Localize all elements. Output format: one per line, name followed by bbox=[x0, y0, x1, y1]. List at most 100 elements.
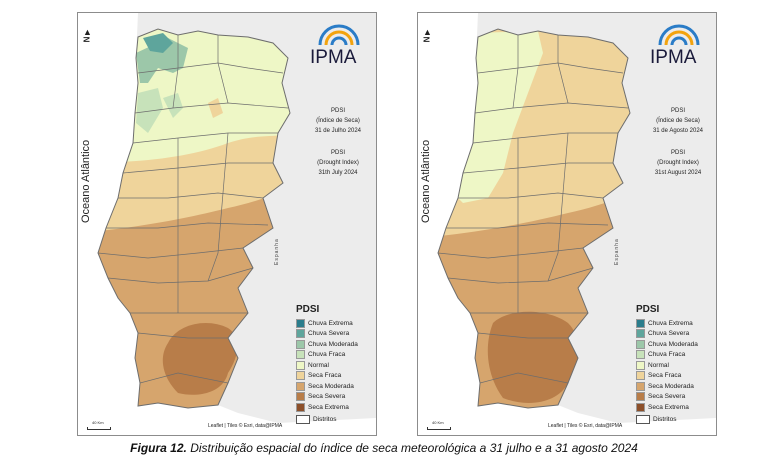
legend-label: Normal bbox=[308, 361, 329, 369]
portugal-map-august bbox=[418, 13, 716, 435]
ipma-logo: IPMA bbox=[650, 21, 708, 71]
info-line: 31st August 2024 bbox=[654, 170, 702, 176]
legend-swatch bbox=[636, 329, 645, 339]
legend-title: PDSI bbox=[636, 304, 660, 315]
legend-item: Chuva Fraca bbox=[636, 350, 712, 361]
legend-item-distritos: Distritos bbox=[636, 415, 712, 426]
legend-swatch bbox=[636, 392, 645, 402]
legend-label: Distritos bbox=[313, 416, 337, 424]
scale-bar bbox=[87, 427, 111, 430]
legend-label: Chuva Extrema bbox=[648, 319, 693, 327]
legend-item: Chuva Moderada bbox=[636, 339, 712, 350]
legend-item: Seca Fraca bbox=[636, 371, 712, 382]
legend-swatch bbox=[296, 371, 305, 381]
legend-swatch bbox=[296, 402, 305, 412]
legend-label: Seca Moderada bbox=[308, 382, 354, 390]
legend-label: Seca Fraca bbox=[648, 372, 682, 380]
legend-label: Chuva Fraca bbox=[308, 351, 346, 359]
figure-caption: Figura 12. Distribuição espacial do índi… bbox=[0, 441, 768, 455]
info-line: PDSI bbox=[330, 108, 345, 114]
legend-item: Chuva Fraca bbox=[296, 350, 372, 361]
ocean-south bbox=[118, 403, 376, 435]
legend: PDSI Chuva Extrema Chuva Severa Chuva Mo… bbox=[296, 304, 372, 425]
info-line: (Drought Index) bbox=[317, 160, 359, 166]
map-info: PDSI (Índice de Seca) 31 de Agosto 2024 … bbox=[646, 106, 710, 178]
legend-item: Normal bbox=[636, 360, 712, 371]
legend-label: Chuva Moderada bbox=[308, 340, 358, 348]
ocean-label: Oceano Atlântico bbox=[420, 139, 432, 223]
legend-label: Seca Extrema bbox=[308, 403, 349, 411]
ipma-logo-arcs-icon bbox=[318, 24, 360, 46]
legend-swatch bbox=[636, 402, 645, 412]
legend-item: Normal bbox=[296, 360, 372, 371]
legend-item: Seca Severa bbox=[636, 392, 712, 403]
country-label: Espanha bbox=[614, 238, 620, 265]
map-panel-july: ▲ N Oceano Atlântico Espanha IPMA PDSI (… bbox=[77, 12, 377, 436]
caption-text: Distribuição espacial do índice de seca … bbox=[190, 441, 638, 455]
info-line: (Índice de Seca) bbox=[316, 118, 360, 124]
map-attribution[interactable]: Leaflet | Tiles © Esri, data@IPMA bbox=[548, 423, 623, 429]
info-line: (Índice de Seca) bbox=[656, 118, 700, 124]
district-borders-july bbox=[97, 28, 291, 409]
legend-item: Seca Extrema bbox=[636, 402, 712, 413]
country-label: Espanha bbox=[274, 238, 280, 265]
north-label: N bbox=[422, 36, 432, 43]
legend-label: Chuva Moderada bbox=[648, 340, 698, 348]
legend-swatch bbox=[296, 415, 310, 425]
legend-label: Seca Extrema bbox=[648, 403, 689, 411]
legend-swatch bbox=[296, 360, 305, 370]
info-line: PDSI bbox=[330, 150, 345, 156]
legend-label: Seca Severa bbox=[308, 393, 346, 401]
legend-item: Chuva Severa bbox=[296, 329, 372, 340]
legend-swatch bbox=[636, 381, 645, 391]
legend-item-distritos: Distritos bbox=[296, 415, 372, 426]
legend-item: Seca Moderada bbox=[296, 381, 372, 392]
north-arrow-icon: ▲ bbox=[83, 27, 92, 37]
legend-label: Chuva Severa bbox=[308, 330, 350, 338]
info-line: 31 de Agosto 2024 bbox=[652, 128, 704, 134]
info-line: 31 de Julho 2024 bbox=[314, 128, 362, 134]
legend-swatch bbox=[296, 350, 305, 360]
legend-swatch bbox=[296, 318, 305, 328]
north-arrow-icon: ▲ bbox=[423, 27, 432, 37]
legend-label: Seca Fraca bbox=[308, 372, 342, 380]
district-borders-august bbox=[437, 28, 631, 409]
legend-label: Distritos bbox=[653, 416, 677, 424]
ipma-logo-arcs-icon bbox=[658, 24, 700, 46]
caption-label: Figura 12. bbox=[130, 441, 187, 455]
info-line: (Drought Index) bbox=[657, 160, 699, 166]
legend-title: PDSI bbox=[296, 304, 320, 315]
ipma-logo-text: IPMA bbox=[650, 47, 697, 68]
info-line: PDSI bbox=[670, 150, 685, 156]
legend-item: Seca Severa bbox=[296, 392, 372, 403]
legend-swatch bbox=[296, 329, 305, 339]
scale-label: 40 Km bbox=[432, 420, 444, 425]
legend-item: Seca Extrema bbox=[296, 402, 372, 413]
legend-swatch bbox=[636, 318, 645, 328]
ocean-south bbox=[458, 403, 716, 435]
legend-swatch bbox=[636, 360, 645, 370]
legend-swatch bbox=[296, 339, 305, 349]
legend-item: Chuva Severa bbox=[636, 329, 712, 340]
legend-swatch bbox=[636, 339, 645, 349]
ocean-area bbox=[78, 13, 140, 435]
map-info: PDSI (Índice de Seca) 31 de Julho 2024 P… bbox=[306, 106, 370, 178]
ipma-logo: IPMA bbox=[310, 21, 368, 71]
ipma-logo-text: IPMA bbox=[310, 47, 357, 68]
legend-swatch bbox=[636, 415, 650, 425]
legend-label: Seca Severa bbox=[648, 393, 686, 401]
north-label: N bbox=[82, 36, 92, 43]
legend-swatch bbox=[636, 371, 645, 381]
info-line: PDSI bbox=[670, 108, 685, 114]
legend-swatch bbox=[636, 350, 645, 360]
legend-swatch bbox=[296, 392, 305, 402]
legend-item: Chuva Moderada bbox=[296, 339, 372, 350]
legend-item: Chuva Extrema bbox=[636, 318, 712, 329]
ocean-area bbox=[418, 13, 480, 435]
ocean-label: Oceano Atlântico bbox=[80, 139, 92, 223]
map-attribution[interactable]: Leaflet | Tiles © Esri, data@IPMA bbox=[208, 423, 283, 429]
scale-label: 40 Km bbox=[92, 420, 104, 425]
legend-swatch bbox=[296, 381, 305, 391]
portugal-map-july bbox=[78, 13, 376, 435]
scale-bar bbox=[427, 427, 451, 430]
